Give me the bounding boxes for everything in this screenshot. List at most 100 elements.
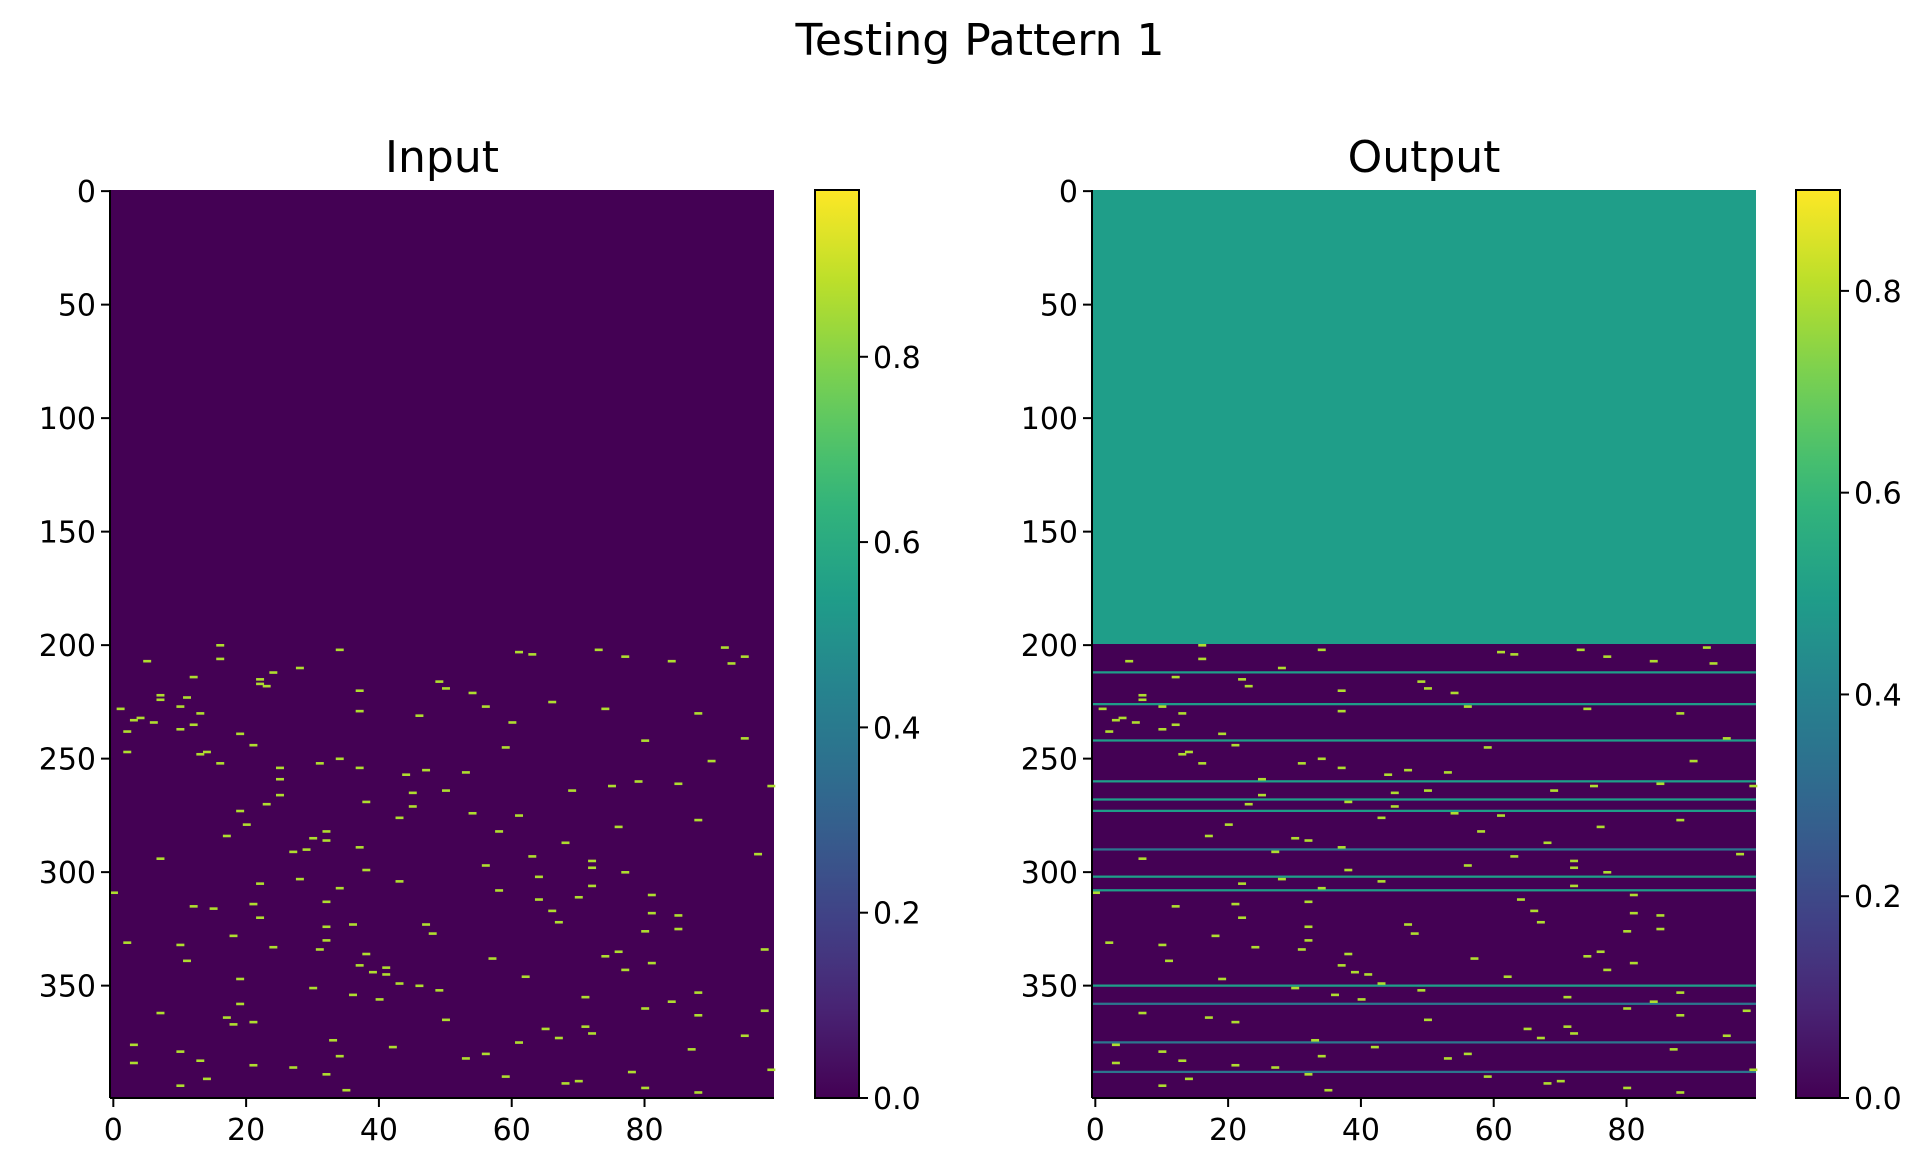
heatmap-cell: [442, 687, 450, 690]
heatmap-cell: [1271, 1066, 1280, 1069]
heatmap-cell: [1536, 920, 1545, 924]
heatmap-cell: [1583, 954, 1592, 958]
heatmap-cell: [368, 970, 377, 974]
heatmap-cell: [1277, 877, 1286, 881]
heatmap-cell: [1304, 1073, 1313, 1076]
heatmap-cell: [608, 784, 616, 788]
panel-title: Input: [385, 132, 499, 183]
heatmap-cell: [581, 995, 590, 999]
heatmap-cell: [156, 1011, 165, 1015]
heatmap-cell: [1749, 1068, 1758, 1072]
y-tick-label: 200: [39, 629, 96, 664]
heatmap-cell: [760, 948, 769, 951]
colorbar-tick-label: 0.0: [1854, 1082, 1902, 1117]
heatmap-cell: [408, 791, 417, 795]
heatmap-cell: [1676, 1014, 1685, 1017]
heatmap-cell: [674, 914, 683, 917]
heatmap-cell: [1424, 789, 1432, 792]
heatmap-cell: [1304, 839, 1313, 842]
heatmap-band: [1092, 780, 1756, 783]
heatmap-cell: [136, 716, 145, 720]
heatmap-band: [1092, 671, 1756, 674]
heatmap-cell: [614, 950, 623, 954]
heatmap-cell: [189, 675, 198, 679]
heatmap-cell: [1384, 773, 1393, 776]
heatmap-cell: [362, 800, 371, 804]
heatmap-band: [1092, 1002, 1756, 1005]
heatmap-cell: [1317, 757, 1326, 761]
heatmap-cell: [1297, 762, 1306, 765]
heatmap-cell: [236, 977, 245, 981]
heatmap-cell: [548, 700, 557, 704]
heatmap-cell: [442, 1018, 450, 1022]
heatmap-cell: [256, 916, 265, 919]
heatmap-cell: [1623, 1086, 1632, 1090]
heatmap-cell: [1709, 662, 1718, 665]
heatmap-cell: [1224, 823, 1233, 826]
heatmap-cell: [1317, 1054, 1326, 1058]
y-tick-label: 250: [1021, 743, 1078, 778]
heatmap-cell: [435, 989, 444, 992]
heatmap-cell: [355, 964, 364, 967]
x-tick-label: 80: [625, 1113, 663, 1148]
heatmap-cell: [415, 984, 424, 988]
heatmap-cell: [740, 737, 749, 740]
heatmap-cell: [647, 893, 656, 897]
heatmap-cell: [1178, 752, 1187, 756]
heatmap-cell: [123, 941, 132, 944]
heatmap-cell: [481, 864, 490, 867]
heatmap-cell: [1271, 850, 1280, 854]
heatmap-cell: [415, 714, 424, 717]
heatmap-cell: [1676, 1091, 1685, 1094]
heatmap-cell: [1118, 716, 1127, 720]
heatmap-cell: [1158, 705, 1167, 708]
heatmap-band: [1092, 809, 1756, 812]
heatmap-cell: [1138, 857, 1147, 860]
heatmap-band: [1092, 190, 1756, 644]
heatmap-cell: [1231, 743, 1240, 747]
heatmap-cell: [1258, 793, 1266, 797]
heatmap-cell: [1590, 784, 1598, 788]
heatmap-cell: [707, 759, 716, 763]
heatmap-cell: [1317, 648, 1326, 652]
heatmap-cell: [574, 895, 583, 899]
heatmap-cell: [1350, 970, 1359, 974]
heatmap-cell: [1404, 923, 1413, 926]
heatmap-cell: [123, 750, 132, 754]
x-tick-label: 0: [1086, 1113, 1105, 1148]
heatmap-cell: [209, 907, 218, 910]
heatmap-cell: [481, 705, 490, 708]
heatmap-cell: [1736, 852, 1745, 856]
heatmap-cell: [1238, 882, 1247, 885]
heatmap-cell: [309, 986, 318, 990]
heatmap-cell: [1550, 789, 1559, 792]
heatmap-cell: [1171, 905, 1180, 908]
heatmap-cell: [289, 1066, 298, 1069]
heatmap-cell: [435, 680, 444, 683]
heatmap-cell: [1131, 721, 1140, 724]
heatmap-cell: [594, 648, 603, 652]
heatmap-cell: [1570, 859, 1579, 863]
heatmap-cell: [515, 650, 524, 654]
heatmap-cell: [249, 743, 258, 747]
heatmap-cell: [262, 684, 271, 688]
heatmap-cell: [395, 982, 404, 985]
heatmap-cell: [335, 1054, 344, 1058]
heatmap-cell: [1556, 1079, 1565, 1083]
x-tick-label: 60: [1475, 1113, 1513, 1148]
heatmap-cell: [694, 818, 703, 822]
heatmap-cell: [1443, 771, 1452, 774]
heatmap-cell: [468, 691, 477, 695]
heatmap-cell: [1258, 777, 1266, 781]
heatmap-cell: [269, 671, 278, 674]
x-tick-label: 20: [227, 1113, 265, 1148]
heatmap-cell: [176, 1050, 185, 1053]
heatmap-panel-output: Output 0 50 100 150 200 250 300 350 0 20 40 60 80 0.0 0…: [1021, 132, 1902, 1148]
heatmap-cell: [501, 746, 510, 749]
heatmap-cell: [515, 1041, 524, 1044]
heatmap-cell: [1623, 930, 1632, 933]
heatmap-cell: [548, 909, 557, 913]
x-tick-label: 40: [360, 1113, 398, 1148]
heatmap-cell: [1523, 1027, 1532, 1031]
heatmap-cell: [355, 766, 364, 770]
